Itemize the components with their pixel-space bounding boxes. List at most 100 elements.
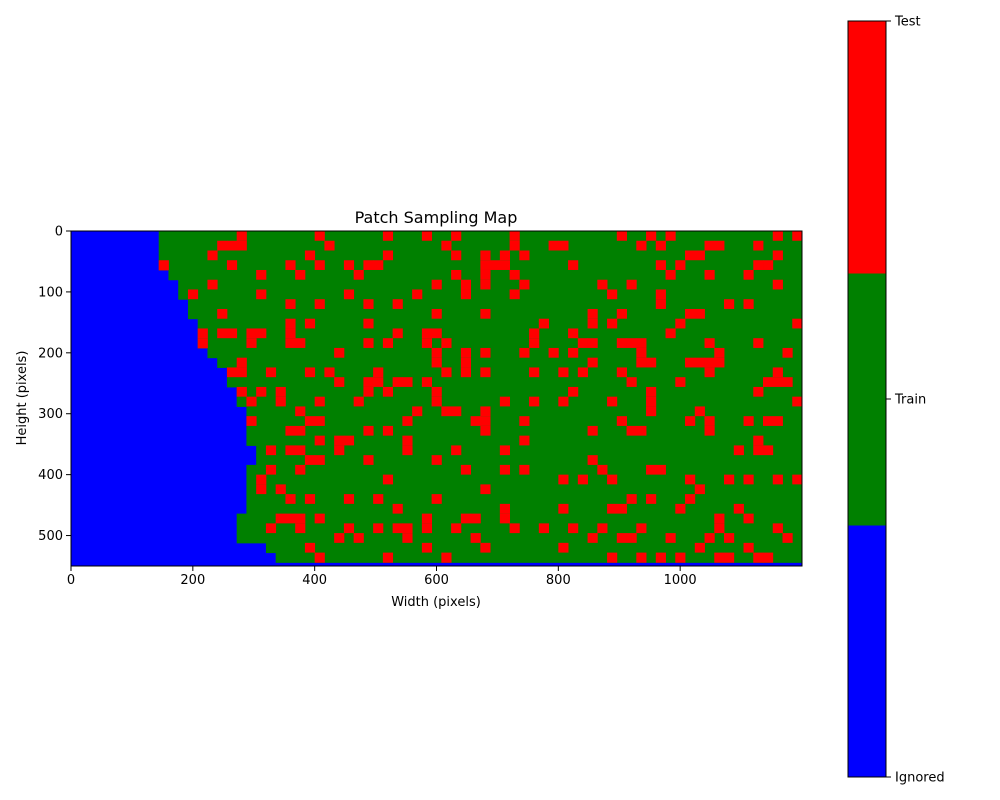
x-axis-label: Width (pixels) xyxy=(391,595,481,610)
test-patch xyxy=(236,231,247,242)
test-patch xyxy=(626,338,637,349)
test-patch xyxy=(597,523,608,534)
x-tick-label: 800 xyxy=(546,573,571,588)
test-patch xyxy=(616,416,627,427)
test-patch xyxy=(646,357,657,368)
test-patch xyxy=(431,494,442,505)
test-patch xyxy=(558,542,569,553)
test-patch xyxy=(256,328,267,339)
y-tick-label: 500 xyxy=(38,529,63,544)
y-tick-label: 100 xyxy=(38,285,63,300)
test-patch xyxy=(782,377,793,388)
test-patch xyxy=(753,386,764,398)
train-row-strip xyxy=(246,484,803,495)
test-patch xyxy=(480,308,491,320)
test-patch xyxy=(197,338,208,349)
test-patch xyxy=(402,533,413,544)
test-patch xyxy=(460,464,472,476)
test-patch xyxy=(363,386,374,398)
test-patch xyxy=(626,425,637,437)
train-row-strip xyxy=(207,347,803,359)
train-row-strip xyxy=(256,445,803,456)
x-tick-label: 0 xyxy=(67,573,75,588)
test-patch xyxy=(782,347,793,359)
test-patch xyxy=(295,269,306,281)
test-patch xyxy=(353,533,364,544)
test-patch xyxy=(772,523,783,534)
test-patch xyxy=(441,406,452,417)
test-patch xyxy=(753,240,764,251)
test-patch xyxy=(275,396,286,407)
test-patch xyxy=(236,240,247,251)
test-patch xyxy=(772,250,783,261)
test-patch xyxy=(334,445,345,456)
test-patch xyxy=(772,231,783,242)
y-axis: 0 100 200 300 400 500 xyxy=(38,225,71,544)
test-patch xyxy=(607,318,618,329)
test-patch xyxy=(792,396,803,407)
test-patch xyxy=(587,357,598,368)
test-patch xyxy=(733,445,744,456)
test-patch xyxy=(314,513,325,524)
test-patch xyxy=(587,308,598,320)
x-tick-label: 1000 xyxy=(664,573,697,588)
test-patch xyxy=(363,425,374,437)
test-patch xyxy=(685,308,696,320)
test-patch xyxy=(616,503,627,515)
test-patch xyxy=(363,455,374,466)
test-patch xyxy=(265,367,277,378)
test-patch xyxy=(597,279,608,290)
test-patch xyxy=(685,250,696,261)
test-patch xyxy=(626,377,637,388)
test-patch xyxy=(441,240,452,251)
colorbar-segment-train xyxy=(848,273,886,526)
test-patch xyxy=(431,357,442,368)
test-patch xyxy=(392,503,403,515)
test-patch xyxy=(256,289,267,300)
test-patch xyxy=(187,289,199,300)
colorbar: Ignored Train Test xyxy=(847,15,945,786)
test-patch xyxy=(480,542,491,553)
test-patch xyxy=(353,269,364,281)
test-patch xyxy=(646,494,657,505)
test-patch xyxy=(480,347,491,359)
test-patch xyxy=(314,552,325,563)
test-patch xyxy=(665,269,676,281)
test-patch xyxy=(558,503,569,515)
test-patch xyxy=(460,279,472,290)
test-patch xyxy=(382,250,394,261)
test-patch xyxy=(655,299,666,310)
test-patch xyxy=(509,231,520,242)
test-patch xyxy=(685,494,696,505)
test-patch xyxy=(616,308,627,320)
test-patch xyxy=(753,445,764,456)
test-patch xyxy=(314,299,325,310)
test-patch xyxy=(402,435,413,446)
test-patch xyxy=(636,357,647,368)
test-patch xyxy=(412,406,423,417)
test-patch xyxy=(772,416,783,427)
test-patch xyxy=(753,338,764,349)
x-tick-label: 400 xyxy=(302,573,327,588)
test-patch xyxy=(675,552,686,563)
test-patch xyxy=(646,396,657,407)
test-patch xyxy=(334,435,345,446)
test-patch xyxy=(772,279,783,290)
test-patch xyxy=(714,240,725,251)
test-patch xyxy=(763,260,774,271)
test-patch xyxy=(636,240,647,251)
test-patch xyxy=(792,474,803,485)
train-row-strip xyxy=(265,542,803,554)
test-patch xyxy=(714,513,725,524)
test-patch xyxy=(246,338,257,349)
test-patch xyxy=(714,347,725,359)
test-patch xyxy=(421,231,433,242)
test-patch xyxy=(509,523,520,534)
test-patch xyxy=(519,279,530,290)
test-patch xyxy=(246,328,257,339)
test-patch xyxy=(753,435,764,446)
test-patch xyxy=(792,231,803,242)
test-patch xyxy=(646,386,657,398)
test-patch xyxy=(402,445,413,456)
colorbar-segment-ignored xyxy=(848,525,886,778)
